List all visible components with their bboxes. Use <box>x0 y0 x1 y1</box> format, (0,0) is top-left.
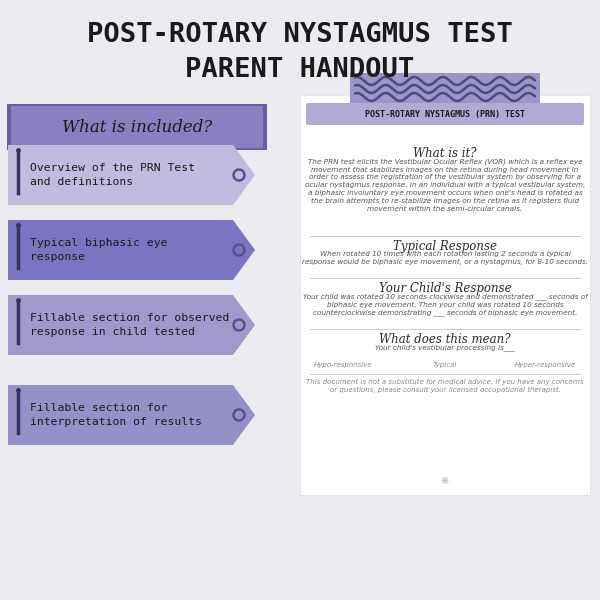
Polygon shape <box>8 145 255 205</box>
FancyBboxPatch shape <box>7 104 267 150</box>
Text: Overview of the PRN Test
and definitions: Overview of the PRN Test and definitions <box>30 163 195 187</box>
Text: ❋: ❋ <box>441 476 449 486</box>
FancyBboxPatch shape <box>306 103 584 125</box>
FancyBboxPatch shape <box>350 73 540 105</box>
Text: Fillable section for
interpretation of results: Fillable section for interpretation of r… <box>30 403 202 427</box>
Text: Hyper-responsive: Hyper-responsive <box>515 362 576 368</box>
Text: POST-ROTARY NYSTAGMUS TEST: POST-ROTARY NYSTAGMUS TEST <box>87 22 513 48</box>
Text: Fillable section for observed
response in child tested: Fillable section for observed response i… <box>30 313 229 337</box>
Text: What is included?: What is included? <box>62 118 212 136</box>
FancyBboxPatch shape <box>300 95 590 495</box>
Text: Typical: Typical <box>433 362 457 368</box>
Text: Hypo-responsive: Hypo-responsive <box>314 362 373 368</box>
Text: Typical biphasic eye
response: Typical biphasic eye response <box>30 238 167 262</box>
Text: POST-ROTARY NYSTAGMUS (PRN) TEST: POST-ROTARY NYSTAGMUS (PRN) TEST <box>365 109 525 118</box>
Polygon shape <box>8 385 255 445</box>
Text: This document is not a substitute for medical advice. If you have any concerns
o: This document is not a substitute for me… <box>306 379 584 393</box>
Text: The PRN test elicits the Vestibular Ocular Reflex (VOR) which is a reflex eye
mo: The PRN test elicits the Vestibular Ocul… <box>305 158 585 212</box>
Text: Your child's vestibular processing is___: Your child's vestibular processing is___ <box>375 344 515 351</box>
Polygon shape <box>8 295 255 355</box>
Text: Typical Response: Typical Response <box>393 240 497 253</box>
FancyBboxPatch shape <box>301 96 591 496</box>
Text: When rotated 10 times with each rotation lasting 2 seconds a typical
response wo: When rotated 10 times with each rotation… <box>302 251 588 265</box>
Text: PARENT HANDOUT: PARENT HANDOUT <box>185 57 415 83</box>
Text: Your Child's Response: Your Child's Response <box>379 282 511 295</box>
Text: Your child was rotated 10 seconds clockwise and demonstrated ___ seconds of
biph: Your child was rotated 10 seconds clockw… <box>302 293 587 316</box>
Polygon shape <box>8 220 255 280</box>
Text: What does this mean?: What does this mean? <box>379 333 511 346</box>
Text: What is it?: What is it? <box>413 147 477 160</box>
FancyBboxPatch shape <box>11 106 263 148</box>
